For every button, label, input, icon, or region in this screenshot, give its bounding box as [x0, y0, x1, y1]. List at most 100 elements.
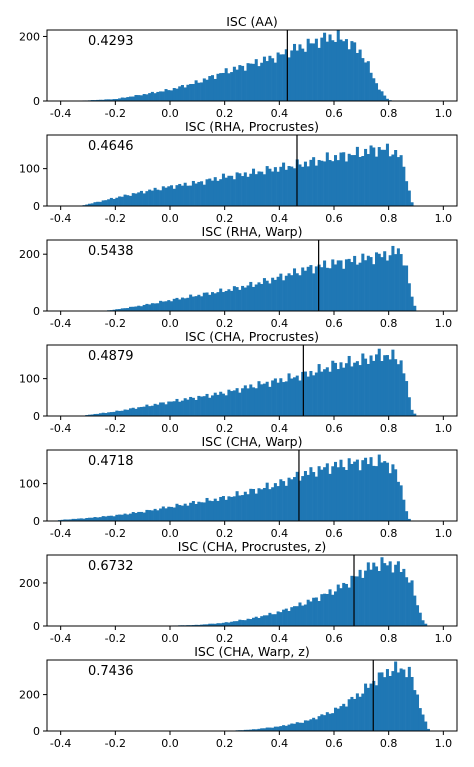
histogram-bar	[405, 511, 409, 521]
histogram-bar	[148, 510, 152, 521]
histogram-bar	[243, 620, 247, 626]
histogram-bar	[344, 39, 348, 101]
histogram-bar	[323, 715, 327, 731]
panel-title: ISC (AA)	[226, 14, 278, 29]
histogram-bar	[344, 259, 348, 311]
histogram-bar	[287, 166, 291, 206]
histogram-bar	[369, 683, 373, 731]
histogram-bar	[273, 167, 277, 206]
histogram-bar	[96, 201, 100, 206]
histogram-bar	[191, 501, 195, 521]
histogram-bar	[298, 164, 302, 206]
histogram-bar	[282, 609, 286, 626]
histogram-bar	[287, 373, 291, 416]
histogram-bar	[216, 180, 220, 206]
histogram-bar	[375, 466, 379, 521]
histogram-bar	[342, 41, 346, 101]
histogram-bar	[202, 502, 206, 521]
histogram-bar	[328, 473, 332, 521]
histogram-bar	[153, 187, 157, 206]
histogram-bar	[383, 251, 387, 311]
histogram-bar	[112, 411, 116, 416]
histogram-bar	[115, 309, 119, 311]
histogram-bar	[241, 388, 245, 416]
histogram-bar	[407, 582, 411, 626]
histogram-bar	[369, 145, 373, 206]
histogram-bar	[361, 353, 365, 416]
x-tick-label: 0.4	[271, 317, 289, 330]
histogram-bar	[303, 720, 307, 731]
histogram-bar	[208, 623, 212, 626]
histogram-bar	[372, 78, 376, 101]
histogram-bar	[265, 61, 269, 101]
plot-frame	[46, 449, 458, 522]
histogram-bar	[145, 509, 149, 521]
histogram-bar	[369, 457, 373, 521]
histogram-bar	[216, 394, 220, 416]
histogram-bar	[361, 58, 365, 101]
histogram-bar	[216, 292, 220, 311]
histogram-bar	[317, 716, 321, 731]
histogram-bar	[336, 708, 340, 731]
x-tick-label: 0.2	[216, 737, 234, 750]
histogram-bar	[145, 94, 149, 101]
histogram-bar	[407, 397, 411, 416]
histogram-bar	[276, 52, 280, 101]
histogram-bar	[60, 519, 64, 521]
x-tick-label: 0.4	[271, 527, 289, 540]
histogram-bar	[197, 294, 201, 311]
histogram-bar	[243, 287, 247, 311]
histogram-bar	[142, 94, 146, 101]
histogram-bar	[317, 601, 321, 626]
histogram-bar	[353, 576, 357, 626]
histogram-bar	[385, 98, 389, 101]
histogram-bar	[68, 519, 72, 521]
histogram-bar	[221, 173, 225, 206]
histogram-bar	[137, 511, 141, 521]
x-tick-label: 0.4	[271, 422, 289, 435]
histogram-bar	[331, 594, 335, 626]
histogram-bar	[293, 43, 297, 101]
x-tick-label: 0.4	[271, 737, 289, 750]
mean-value-label: 0.5438	[88, 244, 134, 259]
histogram-bar	[156, 189, 160, 206]
histogram-bar	[380, 257, 384, 311]
histogram-bar	[418, 612, 422, 626]
histogram-bar	[260, 62, 264, 101]
histogram-bar	[164, 508, 168, 521]
histogram-bar	[208, 76, 212, 101]
histogram-bar	[355, 576, 359, 626]
histogram-bar	[115, 197, 119, 206]
histogram-bar	[189, 502, 193, 521]
histogram-bar	[66, 519, 70, 521]
histogram-panel: ISC (CHA, Warp) 0.4718 -0.4 -0.2 0.0 0.2 0.4 0.…	[19, 434, 458, 540]
histogram-bar	[309, 265, 313, 311]
y-tick-label: 100	[19, 373, 40, 386]
histogram-bar	[312, 597, 316, 626]
histogram-bar	[118, 98, 122, 101]
histogram-bar	[254, 616, 258, 626]
histogram-bar	[161, 186, 165, 206]
histogram-bar	[134, 95, 138, 101]
histogram-bar	[355, 146, 359, 206]
histogram-bar	[129, 306, 133, 311]
y-tick-label: 200	[19, 689, 40, 702]
histogram-bar	[235, 287, 239, 311]
histogram-bar	[148, 93, 152, 101]
histogram-bar	[243, 491, 247, 521]
histogram-bar	[227, 496, 231, 521]
histogram-bar	[287, 477, 291, 521]
histogram-bar	[249, 729, 253, 731]
histogram-bar	[191, 83, 195, 101]
histogram-bar	[380, 361, 384, 416]
histogram-bar	[336, 584, 340, 626]
histogram-bar	[145, 191, 149, 206]
histogram-bar	[366, 255, 370, 311]
histogram-bar	[172, 188, 176, 206]
histogram-bar	[139, 190, 143, 206]
histogram-bar	[399, 155, 403, 206]
histogram-bar	[372, 562, 376, 626]
histogram-bar	[366, 687, 370, 731]
histogram-bar	[178, 401, 182, 416]
histogram-bar	[139, 511, 143, 521]
